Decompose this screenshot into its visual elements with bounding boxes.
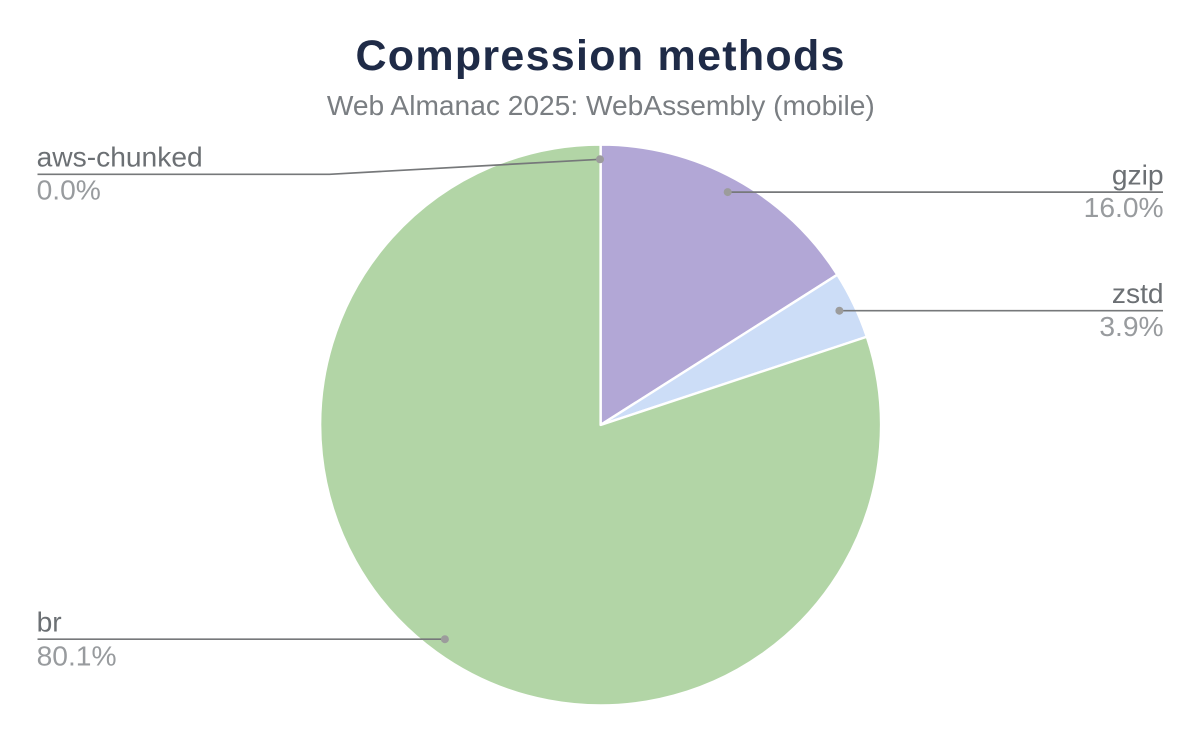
svg-text:aws-chunked: aws-chunked — [37, 141, 203, 173]
svg-text:80.1%: 80.1% — [37, 639, 117, 671]
svg-text:Compression methods: Compression methods — [355, 32, 845, 80]
svg-text:zstd: zstd — [1112, 277, 1164, 309]
svg-text:3.9%: 3.9% — [1099, 310, 1163, 342]
svg-text:0.0%: 0.0% — [37, 174, 101, 206]
svg-text:16.0%: 16.0% — [1084, 191, 1164, 223]
svg-text:gzip: gzip — [1112, 159, 1164, 191]
svg-text:Web Almanac 2025: WebAssembly: Web Almanac 2025: WebAssembly (mobile) — [327, 90, 875, 121]
svg-text:br: br — [37, 606, 62, 638]
